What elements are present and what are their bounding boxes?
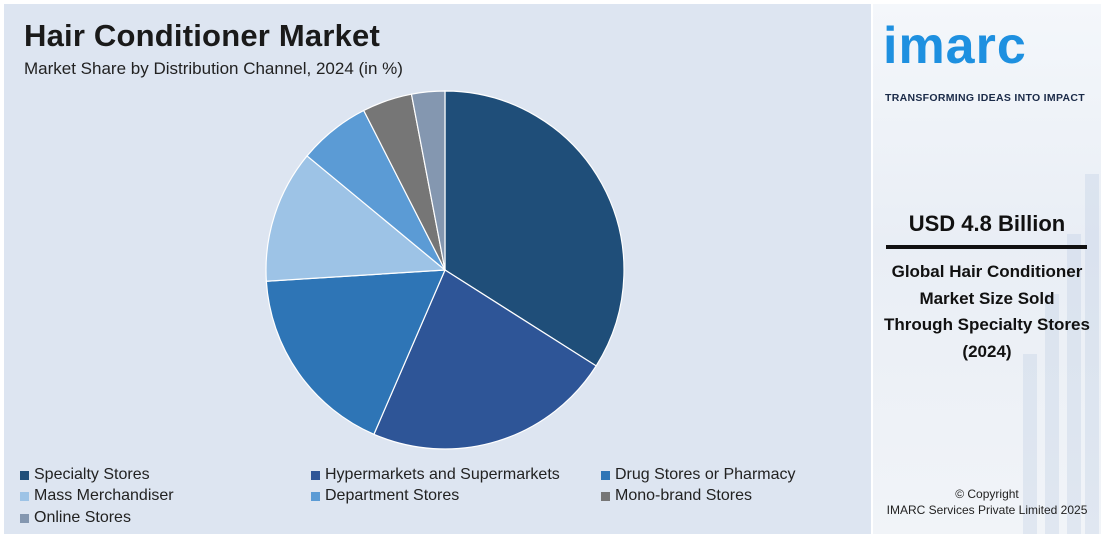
decorative-bar	[1045, 294, 1059, 534]
copyright: © Copyright IMARC Services Private Limit…	[873, 486, 1101, 518]
pie-chart	[265, 90, 625, 450]
chart-title: Hair Conditioner Market	[24, 18, 380, 53]
legend-label: Drug Stores or Pharmacy	[615, 466, 796, 483]
legend-swatch	[601, 491, 610, 501]
market-value-description: Global Hair Conditioner Market Size Sold…	[884, 262, 1090, 361]
legend-label: Online Stores	[34, 509, 131, 526]
legend-swatch	[601, 470, 610, 480]
chart-legend: Specialty Stores Hypermarkets and Superma…	[20, 466, 880, 536]
market-value: USD 4.8 Billion	[908, 211, 1066, 236]
copyright-line: © Copyright	[955, 487, 1019, 501]
legend-swatch	[20, 491, 29, 501]
chart-panel: Hair Conditioner Market Market Share by …	[4, 4, 871, 534]
legend-label: Mass Merchandiser	[34, 487, 174, 504]
logo-tagline: TRANSFORMING IDEAS INTO IMPACT	[885, 92, 1085, 104]
legend-item: Online Stores	[20, 509, 131, 527]
legend-swatch	[20, 513, 29, 523]
pie-slice-hypermarkets-and-supermarkets	[373, 269, 597, 450]
legend-swatch	[20, 470, 29, 480]
legend-item: Hypermarkets and Supermarkets	[311, 466, 560, 484]
legend-swatch	[311, 491, 320, 501]
legend-label: Hypermarkets and Supermarkets	[325, 466, 560, 483]
decorative-bar	[1067, 234, 1081, 534]
pie-slice-online-stores	[410, 90, 446, 271]
chart-subtitle: Market Share by Distribution Channel, 20…	[24, 59, 403, 78]
legend-swatch	[311, 470, 320, 480]
legend-label: Specialty Stores	[34, 466, 150, 483]
pie-slice-mass-merchandiser	[265, 155, 447, 282]
copyright-line: IMARC Services Private Limited 2025	[886, 503, 1088, 517]
divider	[886, 245, 1087, 249]
legend-item: Department Stores	[311, 487, 459, 505]
legend-label: Mono-brand Stores	[615, 487, 752, 504]
legend-item: Drug Stores or Pharmacy	[601, 466, 796, 484]
legend-label: Department Stores	[325, 487, 460, 504]
legend-item: Mass Merchandiser	[20, 487, 174, 505]
imarc-logo: imarc	[883, 17, 1027, 75]
info-sidebar: imarc TRANSFORMING IDEAS INTO IMPACT USD…	[873, 4, 1101, 534]
decorative-bar	[1085, 174, 1099, 534]
legend-item: Specialty Stores	[20, 466, 150, 484]
legend-item: Mono-brand Stores	[601, 487, 752, 505]
pie-slice-drug-stores-or-pharmacy	[265, 269, 446, 436]
pie-slice-specialty-stores	[444, 90, 625, 367]
decorative-bar	[1023, 354, 1037, 534]
